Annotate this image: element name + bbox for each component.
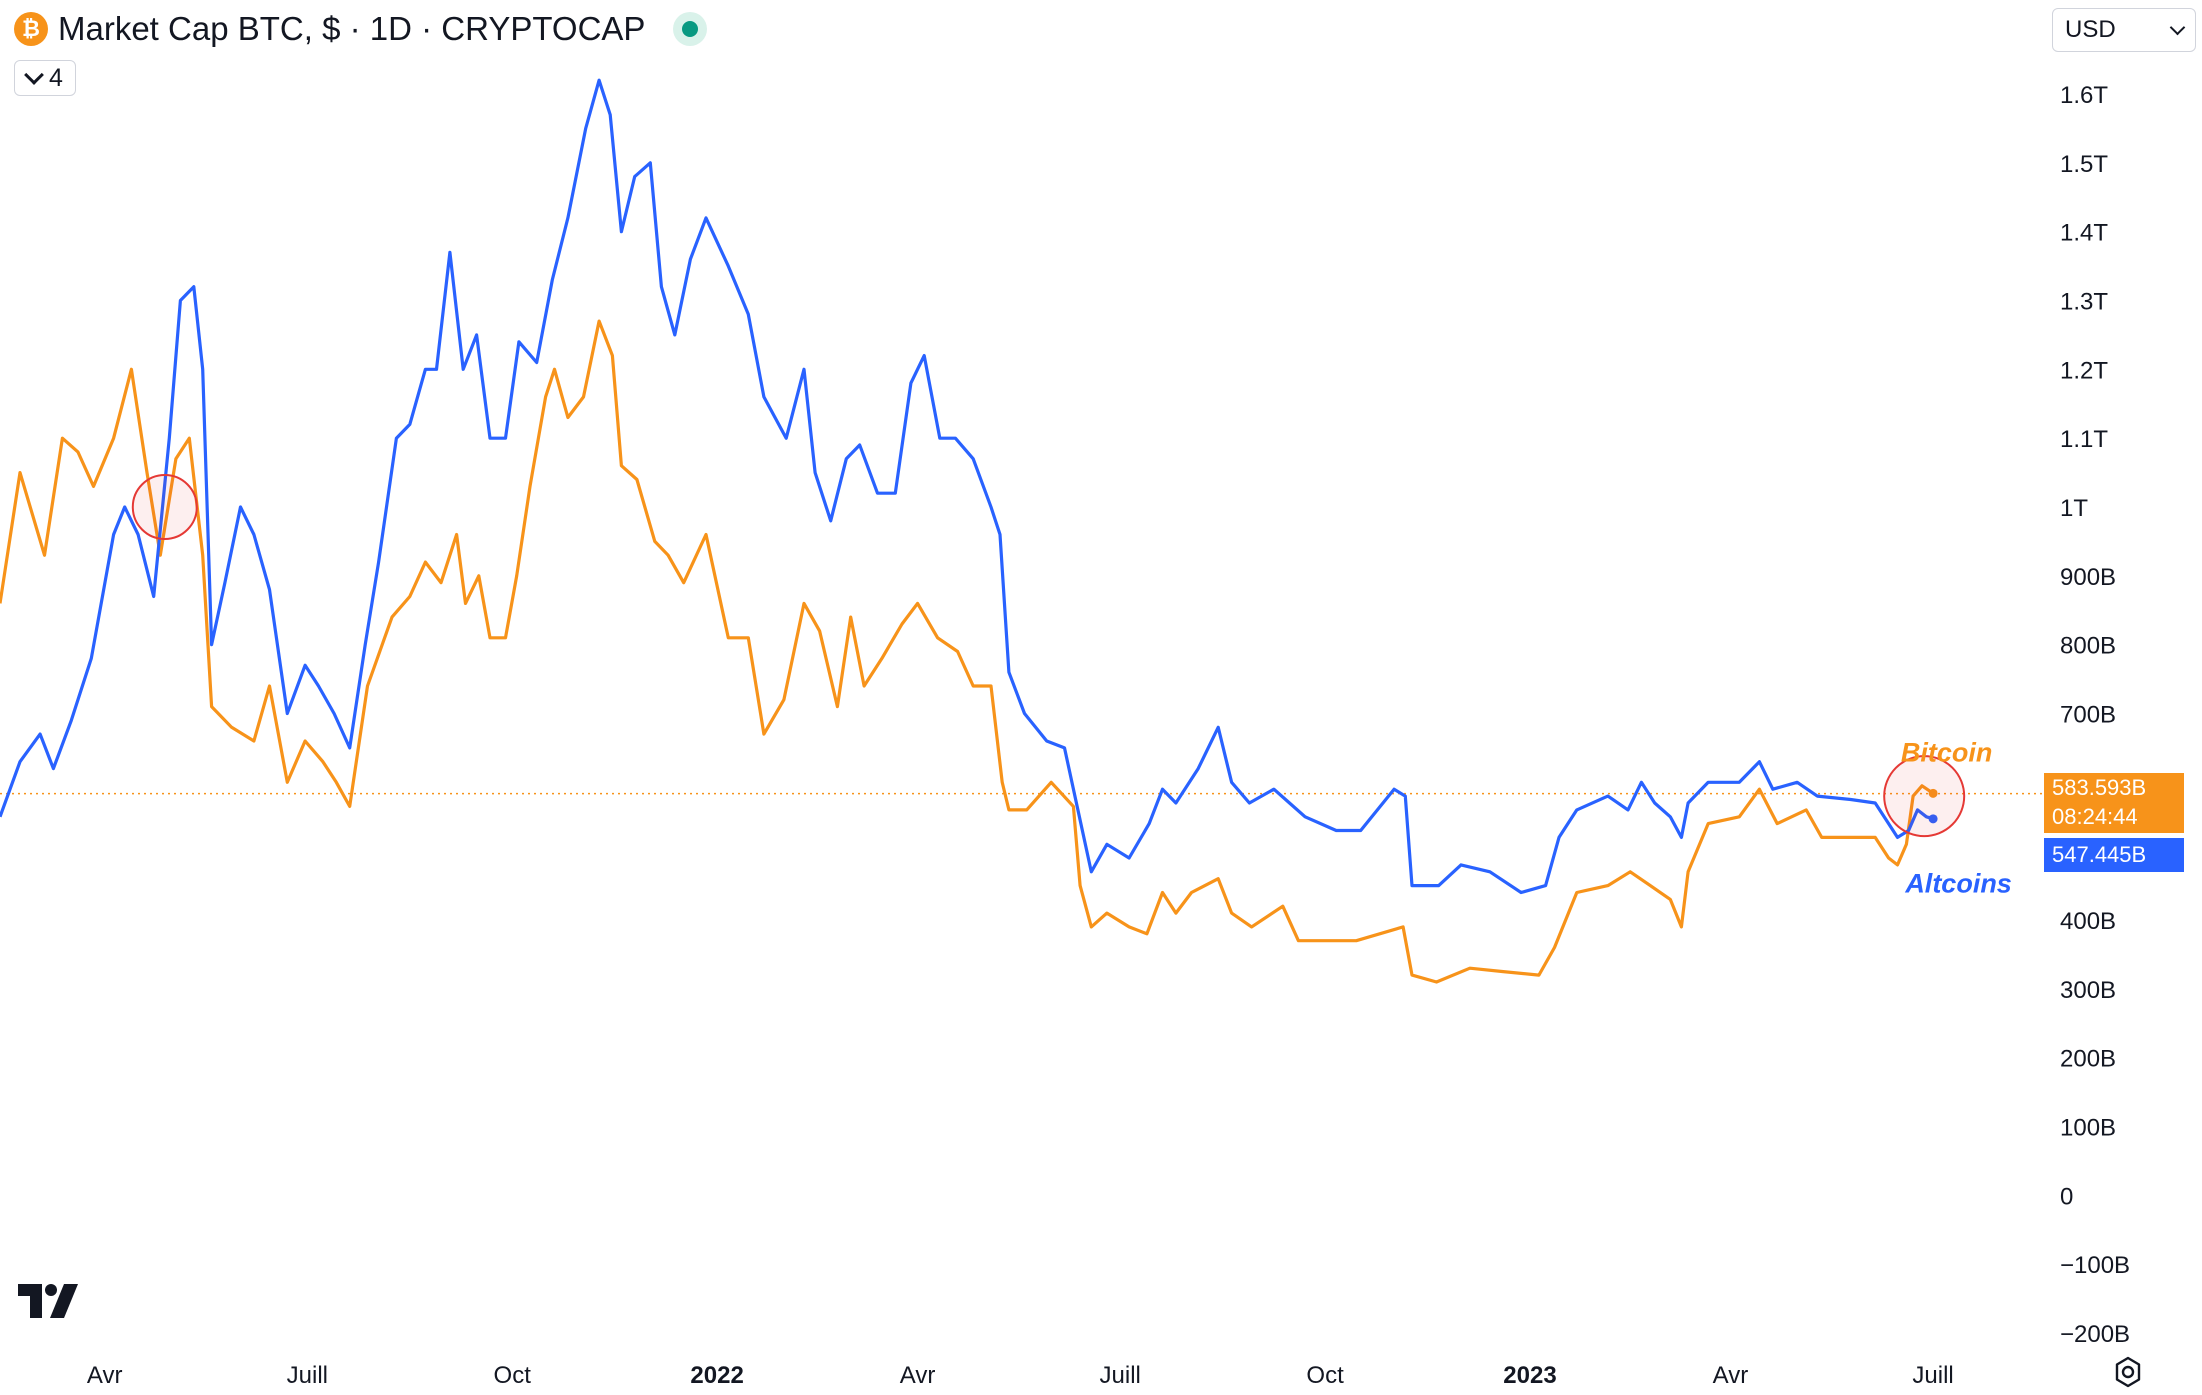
chart-header: ₿ Market Cap BTC, $ · 1D · CRYPTOCAP bbox=[14, 10, 708, 48]
series-line-altcoins[interactable] bbox=[0, 78, 1934, 895]
altcoins-last-value-tag: 547.445B bbox=[2044, 838, 2184, 872]
series-annotation-bitcoin: Bitcoin bbox=[1901, 738, 1993, 768]
bitcoin-icon: ₿ bbox=[14, 12, 48, 46]
x-tick-label: Avr bbox=[1713, 1362, 1749, 1389]
series-annotation-altcoins: Altcoins bbox=[1904, 868, 2012, 898]
indicator-count: 4 bbox=[49, 63, 63, 92]
settings-gear-icon[interactable] bbox=[2112, 1356, 2144, 1388]
series-last-point-altcoins bbox=[1928, 814, 1938, 824]
bitcoin-last-value-tag: 583.593B 08:24:44 bbox=[2044, 773, 2184, 833]
x-tick-label: 2023 bbox=[1503, 1362, 1556, 1389]
x-tick-label: 2022 bbox=[690, 1362, 743, 1389]
currency-select[interactable]: USD bbox=[2052, 8, 2196, 52]
bar-countdown: 08:24:44 bbox=[2052, 804, 2138, 829]
y-tick-label: 0 bbox=[2060, 1183, 2073, 1210]
series-line-bitcoin[interactable] bbox=[0, 319, 1934, 984]
currency-value: USD bbox=[2065, 16, 2116, 43]
tradingview-logo-icon[interactable] bbox=[18, 1284, 80, 1318]
y-tick-label: 900B bbox=[2060, 564, 2116, 591]
x-tick-label: Juill bbox=[287, 1362, 328, 1389]
highlight-circle bbox=[1883, 755, 1966, 838]
y-tick-label: 700B bbox=[2060, 702, 2116, 729]
y-tick-label: 1.5T bbox=[2060, 151, 2108, 178]
altcoins-last-value: 547.445B bbox=[2052, 842, 2147, 867]
highlight-circle bbox=[131, 474, 198, 540]
chevron-down-icon bbox=[24, 65, 44, 85]
chart-title: Market Cap BTC, $ · 1D · CRYPTOCAP bbox=[58, 10, 646, 47]
y-tick-label: 1.6T bbox=[2060, 82, 2108, 109]
y-tick-label: 800B bbox=[2060, 633, 2116, 660]
y-tick-label: 300B bbox=[2060, 977, 2116, 1004]
y-tick-label: 100B bbox=[2060, 1115, 2116, 1142]
chevron-down-icon bbox=[2169, 19, 2186, 35]
series-last-point-bitcoin bbox=[1928, 788, 1938, 798]
y-tick-label: 1.4T bbox=[2060, 220, 2108, 247]
x-tick-label: Juill bbox=[1100, 1362, 1141, 1389]
y-tick-label: 400B bbox=[2060, 908, 2116, 935]
y-tick-label: 1.1T bbox=[2060, 426, 2108, 453]
y-tick-label: 1T bbox=[2060, 495, 2088, 522]
y-tick-label: 1.3T bbox=[2060, 289, 2108, 316]
y-tick-label: −200B bbox=[2060, 1321, 2130, 1348]
x-tick-label: Avr bbox=[900, 1362, 936, 1389]
x-tick-label: Oct bbox=[1306, 1362, 1344, 1389]
bitcoin-last-value: 583.593B bbox=[2052, 775, 2147, 800]
y-tick-label: 1.2T bbox=[2060, 357, 2108, 384]
x-tick-label: Juill bbox=[1912, 1362, 1953, 1389]
y-tick-label: 200B bbox=[2060, 1046, 2116, 1073]
y-tick-label: −100B bbox=[2060, 1252, 2130, 1279]
x-tick-label: Oct bbox=[494, 1362, 532, 1389]
collapse-indicators-button[interactable]: 4 bbox=[14, 60, 76, 96]
status-dot-icon bbox=[682, 21, 699, 37]
market-status-indicator[interactable] bbox=[673, 12, 708, 46]
x-tick-label: Avr bbox=[87, 1362, 123, 1389]
